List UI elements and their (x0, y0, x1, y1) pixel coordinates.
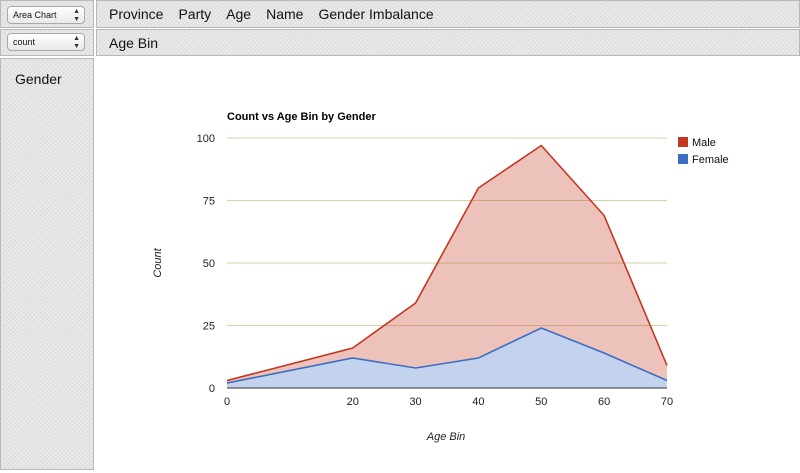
column-attributes-bar: Province Party Age Name Gender Imbalance (96, 0, 800, 28)
y-tick-label: 100 (197, 133, 215, 145)
aggregator-select-value: count (13, 37, 36, 47)
attr-gender[interactable]: Gender (15, 71, 62, 87)
attr-gender-imbalance[interactable]: Gender Imbalance (318, 6, 434, 22)
attr-age-bin[interactable]: Age Bin (109, 34, 159, 51)
area-male (227, 145, 667, 383)
x-tick-label: 0 (224, 396, 230, 408)
chart-legend: Male Female (678, 137, 729, 166)
line-female (226, 327, 668, 384)
y-tick-label: 0 (209, 383, 215, 395)
legend-swatch (678, 137, 688, 147)
x-tick-label: 20 (347, 396, 359, 408)
legend-label: Male (692, 137, 716, 149)
legend-swatch (678, 154, 688, 164)
y-tick-label: 50 (203, 258, 215, 270)
renderer-select[interactable]: Area Chart ▲ ▼ (7, 6, 85, 24)
x-tick-label: 30 (409, 396, 421, 408)
x-tick-label: 60 (598, 396, 610, 408)
attr-province[interactable]: Province (109, 6, 164, 22)
unused-attributes-panel: Gender (0, 58, 94, 470)
attr-party[interactable]: Party (178, 6, 212, 22)
x-tick-label: 40 (472, 396, 484, 408)
attr-age[interactable]: Age (226, 6, 252, 22)
y-tick-label: 75 (203, 196, 215, 208)
x-tick-label: 70 (661, 396, 673, 408)
row-attributes-bar: Age Bin (96, 29, 800, 56)
line-male (226, 144, 668, 382)
axes: 0 25 50 75 100 0 20 30 40 50 60 70 (197, 133, 673, 408)
select-arrows-icon: ▲ ▼ (73, 35, 80, 50)
chart-title: Count vs Age Bin by Gender (227, 111, 376, 123)
x-tick-label: 50 (535, 396, 547, 408)
x-axis-label: Age Bin (426, 431, 466, 443)
area-series (226, 144, 668, 388)
grid-lines (227, 137, 667, 326)
renderer-select-value: Area Chart (13, 10, 57, 20)
aggregator-select[interactable]: count ▲ ▼ (7, 33, 85, 51)
y-axis-label: Count (152, 247, 164, 277)
area-female (227, 328, 667, 388)
select-arrows-icon: ▲ ▼ (73, 8, 80, 23)
y-tick-label: 25 (203, 321, 215, 333)
legend-label: Female (692, 154, 729, 166)
attr-name[interactable]: Name (266, 6, 304, 22)
